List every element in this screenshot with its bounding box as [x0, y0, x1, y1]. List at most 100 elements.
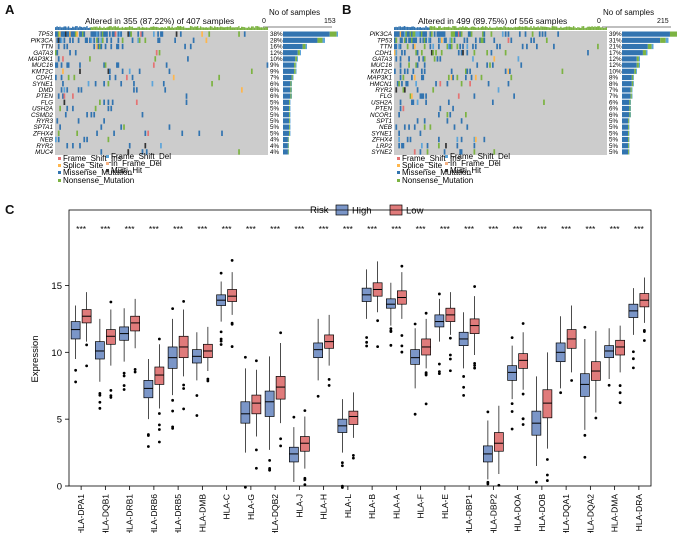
expression-boxplot: 0 5 10 15 Expression Risk High Low *** HLA-DPA1 **…	[30, 204, 652, 533]
panel-b-tmb-bar	[453, 26, 456, 30]
panel-a-mutation-cell	[110, 37, 113, 43]
panel-a-count-bar-nonsense	[297, 50, 300, 56]
panel-b-percent-label: 6%	[609, 106, 619, 113]
outlier-high	[243, 355, 247, 359]
panel-a-mutation-cell	[107, 68, 110, 74]
significance-label: ***	[270, 224, 281, 234]
panel-b-tmb-bar	[395, 26, 397, 30]
panel-b-mutation-cell	[509, 68, 511, 74]
outlier-high	[316, 394, 320, 398]
panel-a-count-bar	[283, 68, 295, 74]
panel-a-tmb-bar	[258, 26, 260, 30]
panel-c-letter: C	[5, 202, 15, 217]
panel-a-tmb-bar	[133, 27, 135, 30]
panel-a-percent-label: 38%	[270, 31, 283, 38]
panel-b-legend-label: Frame_Shift_Del	[450, 152, 510, 161]
panel-b-tmb-bar	[577, 27, 579, 30]
x-tick-label: HLA-DRB1	[125, 494, 135, 533]
panel-b-mutation-cell	[419, 31, 422, 37]
panel-b-mutation-cell	[459, 149, 462, 155]
panel-a-mutation-cell	[74, 31, 77, 37]
panel-b-mutation-cell	[429, 37, 432, 43]
panel-a-mutation-cell	[62, 56, 64, 62]
outlier-high	[171, 398, 175, 402]
panel-b-tmb-bar	[435, 27, 437, 30]
panel-b-tmb-bar	[500, 26, 502, 30]
panel-b-mutation-cell	[460, 31, 463, 37]
panel-a-mutation-cell	[117, 43, 120, 50]
panel-a-tmb-bar	[259, 27, 261, 30]
panel-b-mutation-cell	[416, 62, 419, 68]
x-tick-label: HLA-B	[367, 494, 377, 519]
panel-a-tmb-bar	[248, 26, 250, 30]
panel-b-mutation-cell	[399, 105, 402, 112]
panel-b-tmb-bar	[578, 27, 581, 30]
panel-a-gene-label: SPTA1	[34, 124, 53, 131]
panel-b-mutation-cell	[447, 74, 450, 81]
x-tick-label: HLA-H	[319, 494, 329, 520]
panel-a-mutation-cell	[74, 50, 77, 56]
panel-b-tmb-bar	[499, 27, 501, 30]
panel-a-gene-label: CDH1	[36, 75, 53, 82]
panel-b-mutation-cell	[411, 93, 413, 99]
panel-b-mutation-cell	[423, 68, 426, 74]
panel-a-tmb-bar	[96, 26, 98, 30]
panel-b-gene-label: NEB	[379, 124, 392, 131]
panel-b-mutation-cell	[398, 112, 400, 118]
outlier-low	[303, 409, 307, 412]
panel-a-mutation-cell	[69, 31, 71, 37]
panel-b-mutation-cell	[430, 50, 433, 56]
panel-b-mutation-cell	[470, 74, 473, 81]
panel-a-gene-label: KMT2C	[32, 68, 54, 75]
panel-b-count-bar	[622, 43, 648, 50]
panel-a-legend-label: Nonsense_Mutation	[63, 176, 134, 185]
panel-a-mutation-cell	[131, 37, 134, 43]
panel-a-tmb-bar	[182, 26, 185, 30]
panel-a-tmb-bar	[64, 26, 67, 30]
panel-a-mutation-cell	[116, 62, 118, 68]
significance-label: ***	[585, 224, 596, 234]
panel-b-mutation-cell	[405, 37, 408, 43]
panel-a-count-bar-fsdel	[292, 74, 294, 81]
panel-a-tmb-bar	[172, 27, 175, 30]
panel-b-mutation-cell	[453, 37, 456, 43]
panel-b-mutation-cell	[460, 50, 463, 56]
panel-a-mutation-cell	[79, 68, 81, 74]
panel-a-tmb-bar	[228, 27, 230, 30]
outlier-low	[327, 378, 331, 381]
panel-a-mutation-cell	[79, 31, 81, 37]
outlier-low	[157, 428, 161, 431]
panel-a-mutation-cell	[77, 87, 80, 93]
panel-a-tmb-bar	[168, 26, 171, 30]
panel-a-count-bar-nonsense	[290, 81, 292, 87]
outlier-low	[157, 412, 161, 415]
panel-a-count-bar-fsdel	[336, 31, 338, 37]
panel-b-tmb-bar	[558, 27, 561, 30]
panel-a-tmb-bar	[189, 26, 192, 30]
outlier-low	[448, 357, 452, 361]
panel-b-tmb-bar	[477, 26, 480, 30]
panel-a-count-bar	[283, 99, 290, 105]
panel-a-percent-label: 6%	[270, 87, 280, 94]
outlier-low	[303, 476, 307, 480]
panel-a-count-bar-nonsense	[289, 130, 291, 136]
panel-a-mutation-cell	[59, 31, 61, 37]
panel-b-mutation-cell	[432, 43, 435, 50]
outlier-high	[219, 330, 223, 334]
panel-a-legend-swatch	[106, 155, 109, 158]
panel-b-mutation-cell	[405, 81, 408, 87]
panel-b-legend-swatch	[445, 162, 448, 165]
panel-a-mutation-cell	[73, 74, 76, 81]
panel-b-tmb-bar	[599, 27, 602, 30]
panel-b-tmb-bar	[540, 26, 542, 30]
panel-b-mutation-cell	[394, 31, 396, 37]
panel-a-mutation-cell	[184, 43, 186, 50]
panel-b-tmb-bar	[533, 26, 535, 30]
panel-b-mutation-cell	[474, 136, 477, 143]
panel-b-mutation-cell	[486, 50, 489, 56]
panel-a-mutation-cell	[160, 31, 162, 37]
panel-b-mutation-cell	[457, 93, 460, 99]
panel-a-mutation-cell	[218, 74, 221, 81]
panel-b-mutation-cell	[453, 31, 456, 37]
panel-b-mutation-cell	[443, 31, 446, 37]
